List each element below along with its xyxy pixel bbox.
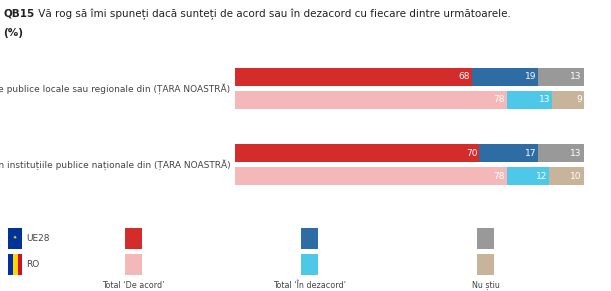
Text: 13: 13 — [570, 149, 582, 158]
Text: 78: 78 — [494, 95, 505, 104]
Bar — [507, 91, 552, 109]
Bar — [477, 254, 494, 275]
Bar — [552, 91, 584, 109]
Bar — [549, 167, 584, 185]
Bar — [18, 254, 23, 275]
Bar — [538, 68, 584, 86]
Bar — [507, 167, 549, 185]
Text: Nu știu: Nu știu — [472, 281, 500, 290]
Text: (%): (%) — [3, 28, 23, 38]
Bar — [125, 228, 142, 249]
Text: Vă rog să îmi spuneți dacă sunteți de acord sau în dezacord cu fiecare dintre ur: Vă rog să îmi spuneți dacă sunteți de ac… — [35, 9, 511, 20]
Bar — [125, 254, 142, 275]
Text: 10: 10 — [570, 172, 582, 181]
Text: 68: 68 — [459, 72, 470, 81]
Text: 78: 78 — [494, 172, 505, 181]
Text: ✦: ✦ — [13, 236, 17, 241]
Text: 13: 13 — [570, 72, 582, 81]
Bar — [8, 228, 23, 249]
Text: QB15: QB15 — [3, 9, 34, 19]
Text: Există corupție în instituțiile publice naționale din (ȚARA NOASTRĂ): Există corupție în instituțiile publice … — [0, 159, 230, 170]
Bar — [472, 68, 538, 86]
Bar — [235, 144, 479, 162]
Bar — [301, 228, 318, 249]
Bar — [235, 167, 507, 185]
Text: Total ‘De acord’: Total ‘De acord’ — [102, 281, 164, 290]
Text: 12: 12 — [536, 172, 547, 181]
Bar — [235, 91, 507, 109]
Text: Total ‘În dezacord’: Total ‘În dezacord’ — [273, 281, 346, 290]
Text: UE28: UE28 — [26, 234, 49, 243]
Text: 19: 19 — [525, 72, 536, 81]
Text: 13: 13 — [539, 95, 551, 104]
Text: 17: 17 — [525, 149, 536, 158]
Text: RO: RO — [26, 260, 39, 269]
Bar — [8, 254, 13, 275]
Bar — [235, 68, 472, 86]
Bar — [13, 254, 18, 275]
Bar — [477, 228, 494, 249]
Text: Există corupție în instituțiile publice locale sau regionale din (ȚARA NOASTRĂ): Există corupție în instituțiile publice … — [0, 83, 230, 94]
Text: 9: 9 — [576, 95, 582, 104]
Text: 70: 70 — [466, 149, 477, 158]
Bar — [301, 254, 318, 275]
Bar — [479, 144, 538, 162]
Bar — [538, 144, 584, 162]
